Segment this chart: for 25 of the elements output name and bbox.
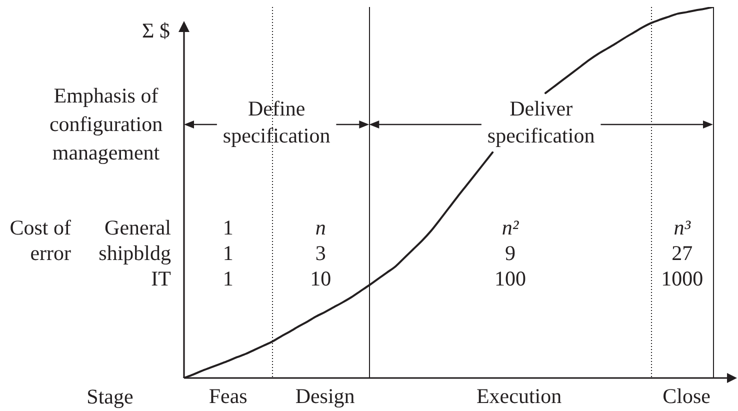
annotation: 1000 (661, 266, 704, 291)
annotation: 1 (222, 266, 234, 291)
x-tick-label: Design (295, 384, 356, 408)
x-tick-label: Feas (208, 384, 248, 408)
annotation: 9 (504, 241, 516, 266)
y-axis-title: Σ $ (142, 18, 170, 43)
annotation: 3 (315, 241, 326, 266)
annotation: n (315, 216, 326, 240)
x-tick-label: Close (662, 384, 710, 408)
annotation: Deliver specification (487, 96, 596, 148)
text: IT (151, 266, 172, 291)
annotation: 1 (222, 241, 234, 266)
annotation: 27 (672, 241, 693, 266)
text: Cost of error (10, 216, 71, 266)
text: Emphasis of configuration management (49, 84, 164, 165)
text: shipbldg (98, 241, 172, 266)
x-tick-label: Execution (476, 384, 562, 408)
annotation: Define specification (222, 96, 331, 148)
annotation: 100 (494, 266, 526, 291)
annotation: n² (502, 216, 520, 240)
x-axis-title: Stage (86, 384, 134, 409)
annotation: n³ (674, 216, 692, 240)
text: General (104, 216, 172, 240)
annotation: 10 (310, 266, 332, 291)
annotation: 1 (222, 216, 234, 240)
